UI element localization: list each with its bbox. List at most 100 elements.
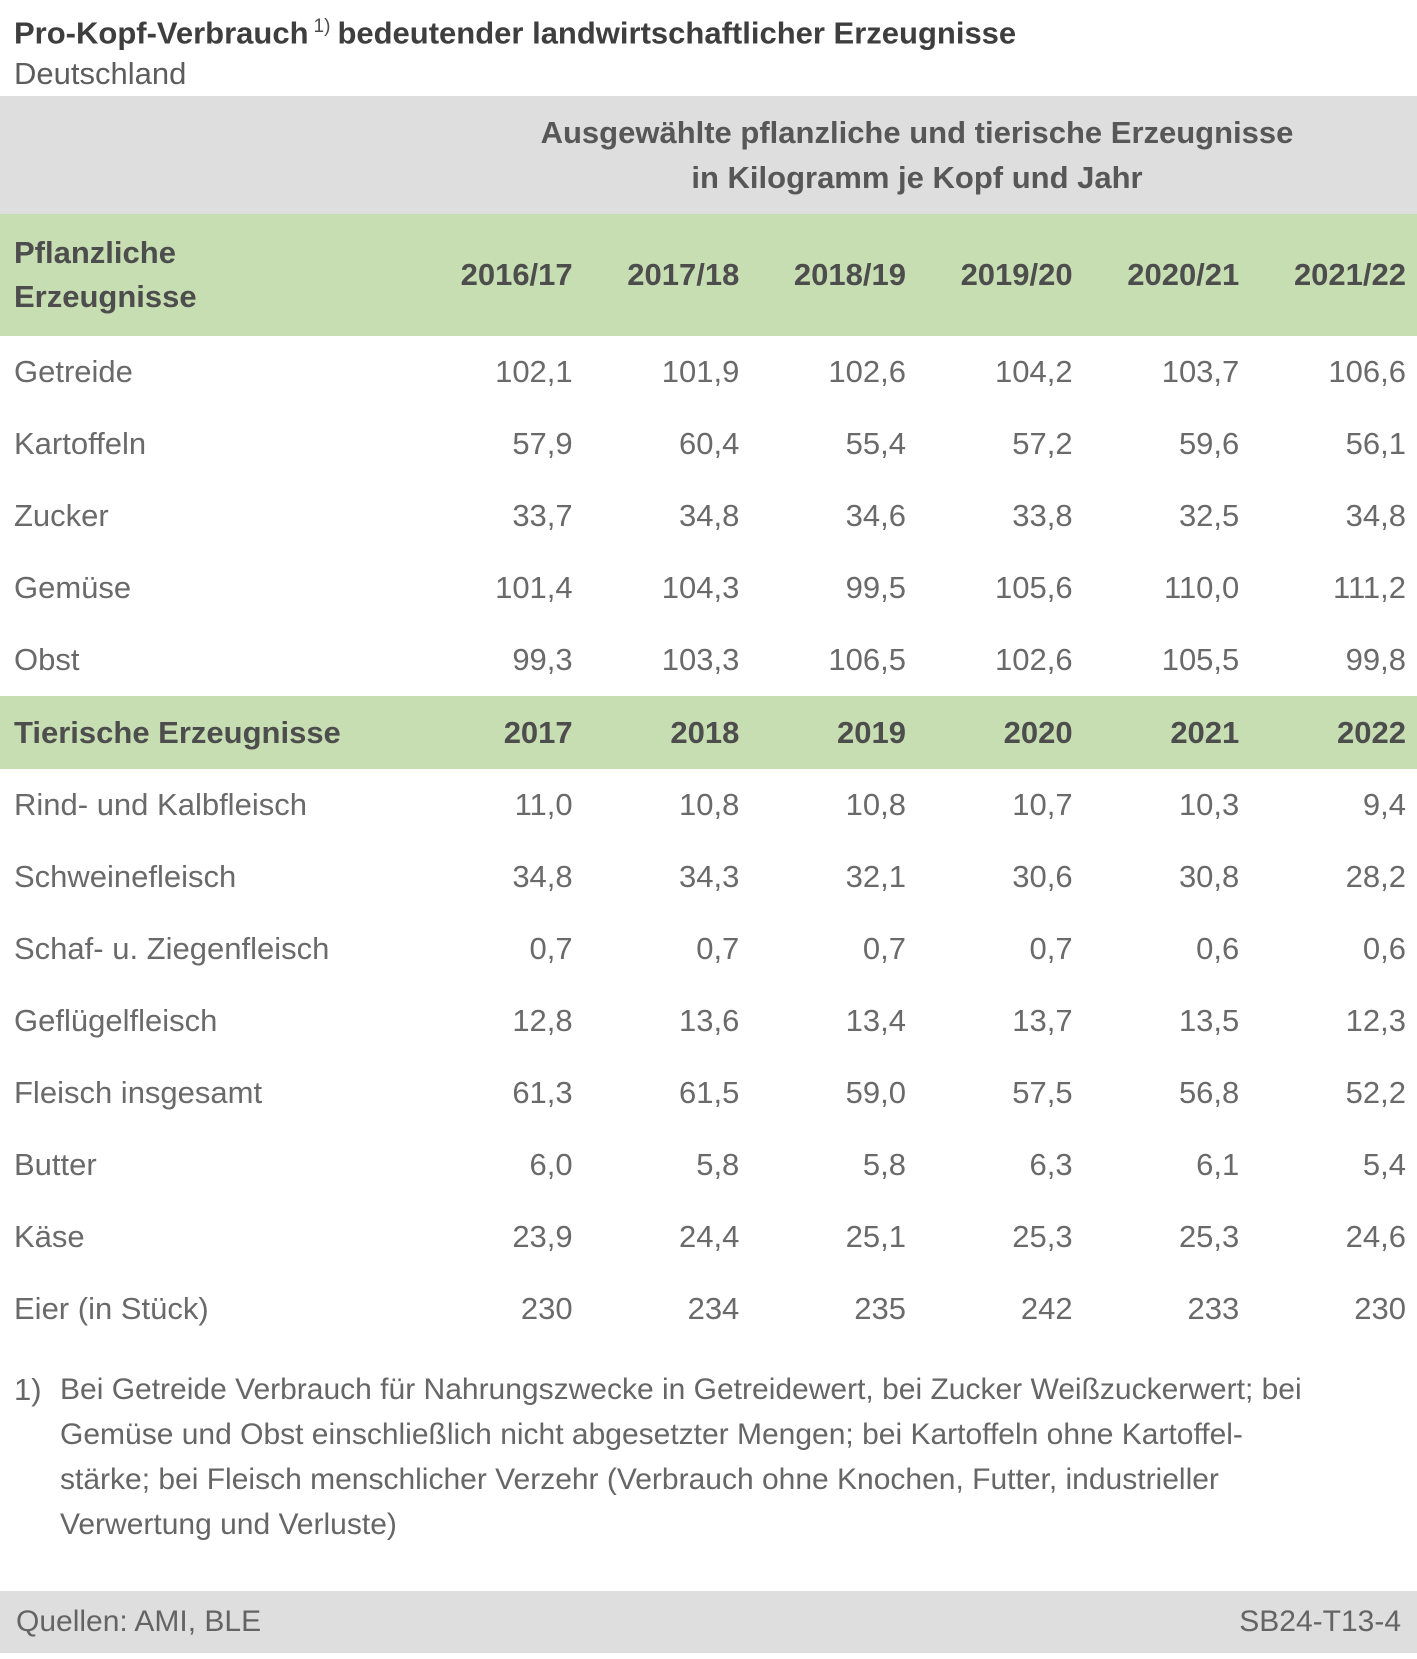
year-header: 2021 <box>1170 714 1240 750</box>
cell-value: 28,2 <box>1345 859 1406 894</box>
footnote-line: stärke; bei Fleisch menschlicher Verzehr… <box>60 1463 1219 1496</box>
table-row: Schweinefleisch 34,8 34,3 32,1 30,6 30,8… <box>0 841 1417 913</box>
row-label: Getreide <box>14 354 133 389</box>
year-header: 2018 <box>670 714 740 750</box>
cell-value: 5,8 <box>696 1147 740 1182</box>
page-title: Pro-Kopf-Verbrauch 1) bedeutender landwirt… <box>14 6 1403 54</box>
year-header: 2017/18 <box>627 257 740 292</box>
table-row: Butter 6,0 5,8 5,8 6,3 6,1 5,4 <box>0 1129 1417 1201</box>
title-block: Pro-Kopf-Verbrauch 1) bedeutender landwirt… <box>0 0 1417 96</box>
cell-value: 34,8 <box>1345 498 1406 533</box>
cell-value: 10,3 <box>1178 787 1240 822</box>
footnote-marker-sup: 1) <box>313 16 331 37</box>
cell-value: 59,0 <box>845 1075 906 1110</box>
cell-value: 11,0 <box>514 787 573 822</box>
cell-value: 103,3 <box>661 642 740 677</box>
cell-value: 101,9 <box>661 354 740 389</box>
cell-value: 103,7 <box>1161 354 1240 389</box>
cell-value: 0,7 <box>1029 931 1073 966</box>
footnote: 1) Bei Getreide Verbrauch für Nahrungszw… <box>0 1345 1417 1547</box>
year-header: 2016/17 <box>460 257 573 292</box>
cell-value: 13,7 <box>1012 1003 1073 1038</box>
row-label: Eier (in Stück) <box>14 1291 209 1326</box>
year-header: 2019/20 <box>960 257 1073 292</box>
table-row: Käse 23,9 24,4 25,1 25,3 25,3 24,6 <box>0 1201 1417 1273</box>
cell-value: 25,1 <box>845 1219 906 1254</box>
cell-value: 12,8 <box>512 1003 573 1038</box>
footnote-text: Bei Getreide Verbrauch für Nahrungszweck… <box>60 1367 1302 1547</box>
row-label: Zucker <box>14 498 109 533</box>
year-header: 2017 <box>503 714 573 750</box>
unit-header-line2: in Kilogramm je Kopf und Jahr <box>691 160 1143 195</box>
cell-value: 56,8 <box>1178 1075 1240 1110</box>
cell-value: 99,8 <box>1345 642 1406 677</box>
year-header: 2020/21 <box>1127 257 1240 292</box>
row-label: Schweinefleisch <box>14 859 237 894</box>
sources-label: Quellen: AMI, BLE <box>16 1605 262 1638</box>
cell-value: 10,8 <box>678 787 740 822</box>
cell-value: 33,8 <box>1012 498 1073 533</box>
cell-value: 10,7 <box>1012 787 1073 822</box>
cell-value: 60,4 <box>678 426 740 461</box>
cell-value: 6,1 <box>1196 1147 1240 1182</box>
unit-header-band: Ausgewählte pflanzliche und tierische Er… <box>0 96 1417 214</box>
row-label: Käse <box>14 1219 85 1254</box>
footnote-marker: 1) <box>14 1372 42 1407</box>
cell-value: 13,5 <box>1178 1003 1240 1038</box>
cell-value: 13,4 <box>845 1003 906 1038</box>
section-label: Pflanzliche Erzeugnisse <box>14 235 197 314</box>
cell-value: 235 <box>854 1291 906 1326</box>
cell-value: 30,6 <box>1012 859 1073 894</box>
cell-value: 104,2 <box>995 354 1073 389</box>
cell-value: 106,5 <box>828 642 906 677</box>
cell-value: 102,6 <box>995 642 1073 677</box>
row-label: Obst <box>14 642 80 677</box>
row-label: Gemüse <box>14 570 132 605</box>
cell-value: 111,2 <box>1333 570 1406 605</box>
footer-bar: Quellen: AMI, BLE SB24-T13-4 <box>0 1591 1417 1653</box>
cell-value: 9,4 <box>1362 787 1406 822</box>
row-label: Fleisch insgesamt <box>14 1075 263 1110</box>
row-label: Schaf- u. Ziegenfleisch <box>14 931 330 966</box>
cell-value: 34,6 <box>845 498 906 533</box>
cell-value: 99,5 <box>845 570 906 605</box>
cell-value: 57,2 <box>1012 426 1073 461</box>
cell-value: 242 <box>1020 1291 1073 1326</box>
year-header: 2021/22 <box>1293 257 1406 292</box>
cell-value: 99,3 <box>512 642 573 677</box>
cell-value: 34,8 <box>678 498 740 533</box>
cell-value: 32,1 <box>845 859 906 894</box>
row-label: Geflügelfleisch <box>14 1003 218 1038</box>
year-header: 2020 <box>1003 714 1073 750</box>
cell-value: 55,4 <box>845 426 906 461</box>
cell-value: 25,3 <box>1012 1219 1073 1254</box>
cell-value: 5,4 <box>1362 1147 1406 1182</box>
cell-value: 101,4 <box>495 570 573 605</box>
title-part1: Pro-Kopf-Verbrauch <box>14 15 309 51</box>
cell-value: 59,6 <box>1178 426 1240 461</box>
table-row: Gemüse 101,4 104,3 99,5 105,6 110,0 111,… <box>0 552 1417 624</box>
cell-value: 30,8 <box>1178 859 1240 894</box>
table-row: Schaf- u. Ziegenfleisch 0,7 0,7 0,7 0,7 … <box>0 913 1417 985</box>
year-header: 2019 <box>837 714 906 750</box>
year-header: 2018/19 <box>793 257 906 292</box>
cell-value: 57,5 <box>1012 1075 1073 1110</box>
cell-value: 104,3 <box>661 570 740 605</box>
consumption-table: Pflanzliche Erzeugnisse 2016/17 2017/18 … <box>0 214 1417 1345</box>
cell-value: 33,7 <box>512 498 573 533</box>
row-label: Rind- und Kalbfleisch <box>14 787 307 822</box>
section-header-plant: Pflanzliche Erzeugnisse 2016/17 2017/18 … <box>0 214 1417 336</box>
cell-value: 0,6 <box>1196 931 1240 966</box>
footnote-line: Verwertung und Verluste) <box>60 1508 397 1541</box>
table-row: Rind- und Kalbfleisch 11,0 10,8 10,8 10,… <box>0 769 1417 841</box>
cell-value: 61,5 <box>678 1075 740 1110</box>
cell-value: 106,6 <box>1328 354 1406 389</box>
cell-value: 12,3 <box>1345 1003 1406 1038</box>
cell-value: 13,6 <box>678 1003 740 1038</box>
cell-value: 233 <box>1187 1291 1240 1326</box>
cell-value: 61,3 <box>512 1075 573 1110</box>
cell-value: 102,6 <box>828 354 906 389</box>
table-row: Obst 99,3 103,3 106,5 102,6 105,5 99,8 <box>0 624 1417 696</box>
cell-value: 24,4 <box>678 1219 740 1254</box>
